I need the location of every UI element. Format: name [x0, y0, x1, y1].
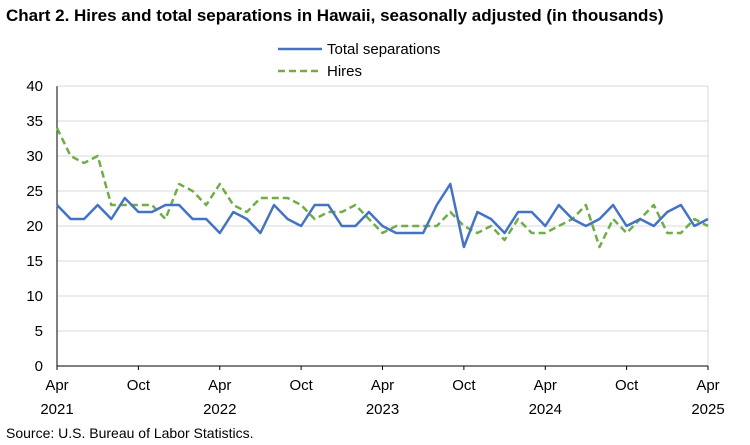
x-tick-label-year: 2022: [203, 401, 236, 418]
source-note: Source: U.S. Bureau of Labor Statistics.: [6, 425, 254, 441]
legend-label-total-separations: Total separations: [327, 41, 440, 58]
x-tick-label-year: 2021: [40, 401, 73, 418]
x-tick-label-month: Oct: [452, 377, 476, 394]
y-tick-label: 30: [26, 148, 43, 165]
series-line-hires: [55, 127, 709, 249]
y-tick-label: 10: [26, 288, 43, 305]
x-tick-label-year: 2023: [366, 401, 399, 418]
x-tick-label-month: Oct: [289, 377, 313, 394]
y-tick-label: 20: [26, 218, 43, 235]
x-tick-label-month: Apr: [45, 377, 68, 394]
x-tick-label-month: Apr: [371, 377, 394, 394]
x-tick-label-month: Oct: [615, 377, 639, 394]
x-tick-label-month: Oct: [127, 377, 151, 394]
series-lines: [55, 127, 709, 249]
x-tick-label-month: Apr: [534, 377, 557, 394]
x-tick-label-month: Apr: [696, 377, 719, 394]
y-tick-label: 15: [26, 253, 43, 270]
y-tick-label: 0: [35, 358, 43, 375]
y-tick-label: 40: [26, 78, 43, 95]
legend: Total separations Hires: [278, 41, 440, 80]
x-tick-label-year: 2025: [691, 401, 724, 418]
x-tick-label-year: 2024: [529, 401, 562, 418]
legend-label-hires: Hires: [327, 63, 362, 80]
y-tick-label: 5: [35, 323, 43, 340]
y-tick-label: 25: [26, 183, 43, 200]
chart-title: Chart 2. Hires and total separations in …: [6, 6, 664, 25]
y-tick-label: 35: [26, 113, 43, 130]
series-line-total-separations: [56, 182, 709, 249]
x-tick-label-month: Apr: [208, 377, 231, 394]
